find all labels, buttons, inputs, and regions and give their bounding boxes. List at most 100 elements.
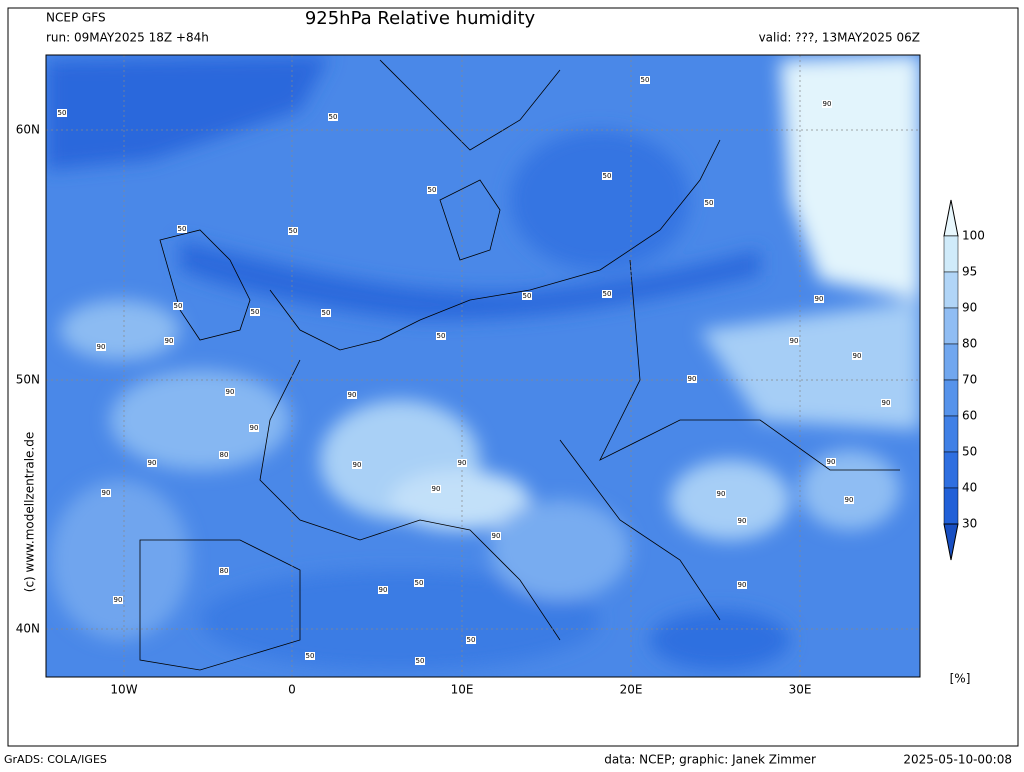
contour-label: 80 — [220, 567, 229, 575]
contour-label: 90 — [114, 596, 123, 604]
colorbar-label: 30 — [962, 517, 977, 531]
contour-label-box — [427, 186, 437, 194]
contour-label-box — [219, 567, 229, 575]
contour-label-box — [737, 581, 747, 589]
contour-label-box — [466, 636, 476, 644]
contour-label-box — [101, 489, 111, 497]
colorbar-label: 70 — [962, 373, 977, 387]
contour-label-box — [288, 227, 298, 235]
contour-label: 90 — [492, 532, 501, 540]
contour-label: 90 — [432, 485, 441, 493]
colorbar-cell — [943, 343, 959, 381]
contour-label: 50 — [523, 292, 532, 300]
contour-label-box — [522, 292, 532, 300]
unit: [%] — [950, 672, 971, 686]
colorbar-cell — [943, 451, 959, 489]
title: 925hPa Relative humidity — [305, 8, 536, 29]
contour-label-box — [789, 337, 799, 345]
contour-label: 90 — [738, 581, 747, 589]
colorbar-cell — [943, 415, 959, 453]
contour-label-box — [814, 295, 824, 303]
contour-label-box — [328, 113, 338, 121]
lon-label: 10W — [110, 683, 137, 697]
lat-label: 50N — [16, 373, 40, 387]
contour-label-box — [602, 172, 612, 180]
colorbar-cell — [943, 379, 959, 417]
contour-label: 90 — [882, 399, 891, 407]
contour-label: 90 — [845, 496, 854, 504]
contour-label: 90 — [165, 337, 174, 345]
contour-label-box — [219, 451, 229, 459]
contour-label-box — [826, 458, 836, 466]
contour-label-box — [491, 532, 501, 540]
contour-label: 50 — [416, 657, 425, 665]
contour-label: 50 — [467, 636, 476, 644]
contour-label: 90 — [226, 388, 235, 396]
contour-label-box — [457, 459, 467, 467]
lon-label: 20E — [620, 683, 643, 697]
valid: valid: ???, 13MAY2025 06Z — [759, 31, 920, 45]
contour-label: 80 — [220, 451, 229, 459]
contour-label: 90 — [827, 458, 836, 466]
contour-label: 50 — [603, 172, 612, 180]
contour-label-box — [173, 302, 183, 310]
contour-label: 50 — [322, 309, 331, 317]
contour-label-box — [164, 337, 174, 345]
colorbar-cell — [943, 487, 959, 525]
colorbar-bottom — [943, 523, 959, 561]
contour-label-box — [321, 309, 331, 317]
contour-label: 90 — [458, 459, 467, 467]
humidity-field: 50 50 50 90 50 50 50 50 50 50 50 50 50 50 50 90 90 90 90 90… — [46, 55, 920, 677]
lon-label: 10E — [451, 683, 474, 697]
contour-label-box — [225, 388, 235, 396]
contour-label-box — [352, 461, 362, 469]
lat-label: 60N — [16, 123, 40, 137]
contour-label-box — [113, 596, 123, 604]
colorbar-label: 50 — [962, 445, 977, 459]
contour-label: 50 — [603, 290, 612, 298]
contour-label: 90 — [379, 586, 388, 594]
contour-label-box — [378, 586, 388, 594]
contour-label: 50 — [306, 652, 315, 660]
colorbar-label: 90 — [962, 301, 977, 315]
contour-label-box — [347, 391, 357, 399]
contour-label-box — [414, 579, 424, 587]
contour-label-box — [640, 76, 650, 84]
colorbar-label: 80 — [962, 337, 977, 351]
lon-label: 30E — [789, 683, 812, 697]
contour-label: 50 — [428, 186, 437, 194]
map-border — [45, 54, 921, 678]
contour-label-box — [602, 290, 612, 298]
contour-label-box — [250, 308, 260, 316]
contour-label: 90 — [853, 352, 862, 360]
contour-label: 50 — [178, 225, 187, 233]
contour-label-box — [96, 343, 106, 351]
contour-label: 90 — [250, 424, 259, 432]
contour-label: 90 — [790, 337, 799, 345]
frame — [7, 7, 1019, 747]
lat-label: 40N — [16, 622, 40, 636]
source: data: NCEP; graphic: Janek Zimmer — [604, 753, 816, 767]
contour-label-box — [436, 332, 446, 340]
contour-label-box — [305, 652, 315, 660]
contour-label: 50 — [415, 579, 424, 587]
colorbar-label: 60 — [962, 409, 977, 423]
contour-label: 90 — [823, 100, 832, 108]
colorbar-top — [943, 199, 959, 237]
timestamp: 2025-05-10-00:08 — [903, 753, 1012, 767]
lon-label: 0 — [288, 683, 296, 697]
contour-label-box — [431, 485, 441, 493]
colorbar: 100 95 90 80 70 60 50 40 30 — [943, 199, 985, 561]
colorbar-label: 95 — [962, 265, 977, 279]
contour-label-box — [704, 199, 714, 207]
colorbar-label: 40 — [962, 481, 977, 495]
contour-label: 90 — [688, 375, 697, 383]
contour-label: 90 — [353, 461, 362, 469]
run: run: 09MAY2025 18Z +84h — [46, 31, 209, 45]
contour-label: 90 — [97, 343, 106, 351]
colorbar-cell — [943, 271, 959, 309]
contour-label-box — [57, 109, 67, 117]
contour-label: 90 — [717, 490, 726, 498]
contour-label: 50 — [329, 113, 338, 121]
contour-label: 50 — [705, 199, 714, 207]
